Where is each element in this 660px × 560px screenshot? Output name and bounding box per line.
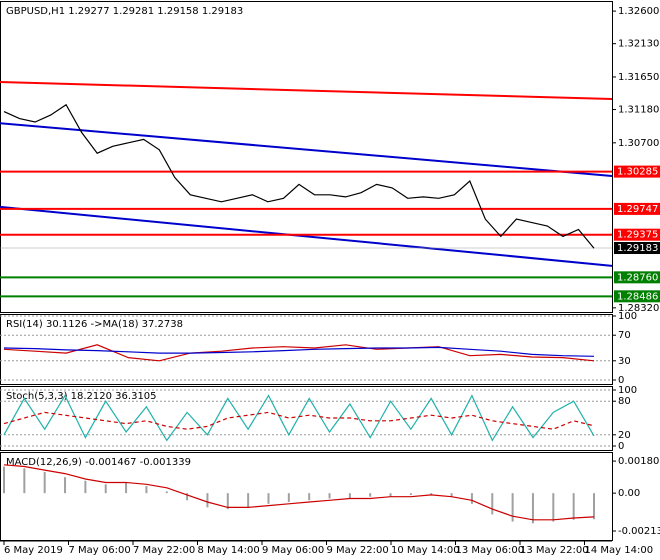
level-label: 1.29375 [617,230,658,241]
level-label-box [614,202,660,215]
panel-title: RSI(14) 30.1126 ->MA(18) 37.2738 [6,319,183,330]
panel-title: MACD(12,26,9) -0.001467 -0.001339 [6,457,191,468]
x-tick-label: 10 May 14:00 [391,545,460,556]
level-label: 1.29747 [617,204,658,215]
x-tick-label: 6 May 2019 [4,545,63,556]
y-tick-label: 1.32600 [618,6,659,17]
y-tick-label: 0 [618,441,624,452]
trend-line [0,122,613,177]
level-label: 1.30285 [617,167,658,178]
series-line [3,344,595,362]
x-tick-label: 9 May 06:00 [262,545,324,556]
level-label-box [614,290,660,303]
panel-frame [0,1,613,313]
level-label-box [614,242,660,255]
panel-title: Stoch(5,3,3) 18.2120 36.3105 [6,391,157,402]
series-line [3,103,595,249]
y-tick-label: 1.30700 [618,138,659,149]
level-label-box [614,228,660,241]
x-tick-label: 14 May 14:00 [585,545,654,556]
x-tick-label: 13 May 06:00 [456,545,525,556]
trend-line [0,81,613,101]
y-tick-label: 100 [618,311,637,322]
y-tick-label: 0 [618,375,624,386]
x-tick-label: 13 May 22:00 [520,545,589,556]
y-tick-label: 30 [618,356,631,367]
y-tick-label: 0.001808 [618,456,660,467]
y-tick-label: 1.31180 [618,105,659,116]
y-tick-label: 1.32130 [618,39,659,50]
level-label: 1.29183 [617,243,658,254]
y-tick-label: 1.28320 [618,303,659,314]
x-tick-label: 7 May 22:00 [133,545,195,556]
level-label: 1.28760 [617,272,658,283]
level-label-box [614,165,660,178]
y-tick-label: 80 [618,396,631,407]
y-tick-label: 70 [618,330,631,341]
x-tick-label: 7 May 06:00 [69,545,131,556]
y-tick-label: 0.00 [618,488,640,499]
panel-frame [0,386,613,451]
level-label-box [614,271,660,284]
trend-line [0,205,613,267]
x-tick-label: 9 May 22:00 [327,545,389,556]
series-line [3,394,595,442]
series-line [3,411,595,430]
y-tick-label: 100 [618,385,637,396]
y-tick-label: -0.002132 [618,526,660,537]
series-line [3,464,595,521]
x-tick-label: 8 May 14:00 [198,545,260,556]
y-tick-label: 1.31650 [618,72,659,83]
series-line [3,346,595,357]
y-tick-label: 20 [618,430,631,441]
panel-title: GBPUSD,H1 1.29277 1.29281 1.29158 1.2918… [6,6,243,17]
panel-frame [0,314,613,385]
level-label: 1.28486 [617,291,658,302]
